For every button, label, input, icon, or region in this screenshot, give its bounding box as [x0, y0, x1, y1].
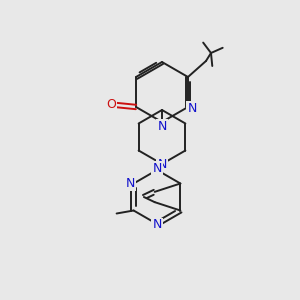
Text: O: O [106, 98, 116, 112]
Text: N: N [152, 161, 162, 175]
Text: N: N [152, 218, 162, 232]
Text: N: N [126, 177, 135, 190]
Text: N: N [187, 101, 197, 115]
Text: N: N [157, 119, 167, 133]
Text: N: N [157, 158, 167, 170]
